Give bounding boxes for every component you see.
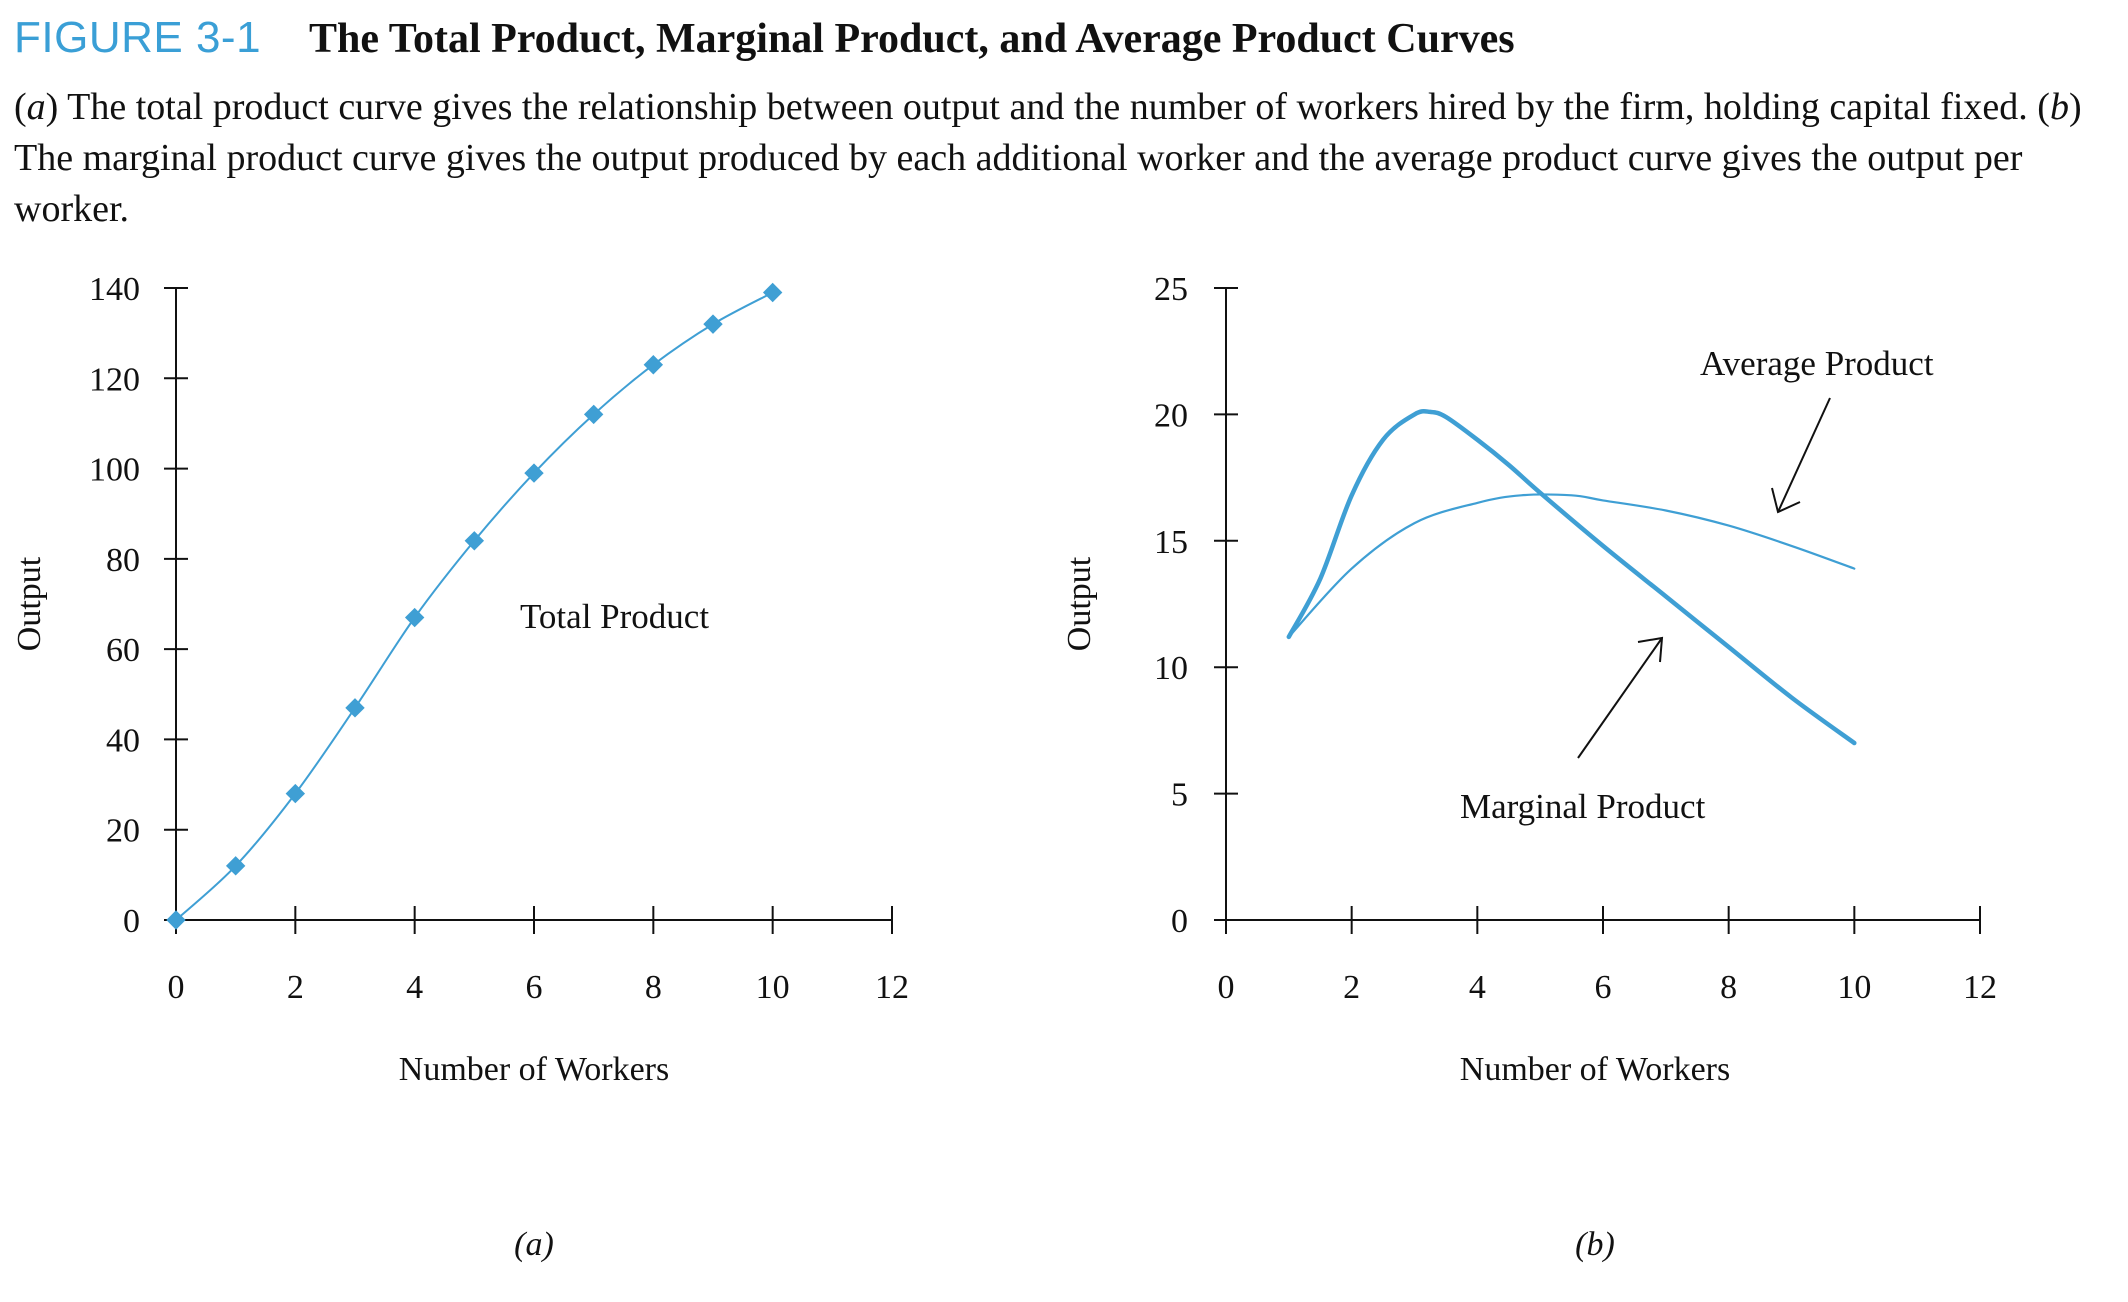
x-tick-label: 0 [168, 969, 185, 1006]
data-point [345, 698, 365, 718]
series-line-marginal-product [1286, 409, 1857, 746]
series-line-average-product [1287, 493, 1856, 638]
data-point [524, 463, 544, 483]
figure-header: FIGURE 3-1 The Total Product, Marginal Pr… [14, 14, 2114, 235]
figure-label: FIGURE 3-1 [14, 13, 262, 62]
y-tick-label: 120 [89, 361, 140, 398]
panel-label: (b) [1575, 1226, 1615, 1263]
y-tick-label: 10 [1154, 650, 1188, 687]
x-axis-label: Number of Workers [1460, 1051, 1730, 1088]
data-point [464, 531, 485, 551]
x-tick-label: 6 [1595, 969, 1612, 1006]
data-point [762, 282, 783, 303]
y-tick-label: 80 [106, 542, 140, 579]
y-tick-label: 140 [89, 271, 140, 308]
y-tick-label: 15 [1154, 524, 1188, 561]
data-point [703, 314, 723, 334]
caption-part: b [2049, 86, 2069, 128]
x-tick-label: 4 [406, 969, 423, 1006]
y-tick-label: 20 [106, 813, 140, 850]
arrow-average-product [1777, 397, 1831, 513]
annotation-marginal-product: Marginal Product [1460, 787, 1706, 826]
data-point [166, 910, 186, 930]
caption-part: ) The total product curve gives the rela… [45, 86, 2050, 128]
y-tick-label: 5 [1171, 777, 1188, 814]
annotation-total-product: Total Product [520, 597, 709, 636]
chart-panel-a: 0 20 40 60 80 100 120 140 0 2 4 6 8 10 12 Number of Wor… [11, 271, 909, 1263]
x-axis-label: Number of Workers [399, 1051, 669, 1088]
x-tick-label: 2 [1343, 969, 1360, 1006]
figure-caption: (a) The total product curve gives the re… [14, 82, 2114, 235]
arrowhead-marginal-product [1637, 636, 1664, 663]
data-point [285, 783, 306, 804]
annotation-average-product: Average Product [1700, 344, 1934, 383]
y-tick-label: 0 [1171, 903, 1188, 940]
x-tick-label: 6 [526, 969, 543, 1006]
caption-part: a [26, 86, 46, 128]
x-tick-label: 10 [1837, 969, 1871, 1006]
data-point [643, 355, 664, 375]
data-point [583, 404, 604, 425]
y-tick-label: 40 [106, 722, 140, 759]
data-point [225, 856, 246, 876]
x-tick-label: 8 [645, 969, 662, 1006]
y-tick-label: 60 [106, 632, 140, 669]
y-axis-label: Output [11, 556, 48, 651]
panel-label: (a) [514, 1226, 554, 1263]
arrow-marginal-product [1577, 637, 1663, 759]
x-tick-label: 4 [1469, 969, 1486, 1006]
x-tick-label: 10 [756, 969, 790, 1006]
y-tick-label: 100 [89, 452, 140, 489]
caption-part: ( [14, 86, 27, 128]
x-tick-label: 0 [1218, 969, 1235, 1006]
y-tick-label: 20 [1154, 397, 1188, 434]
x-tick-label: 2 [287, 969, 304, 1006]
y-axis-label: Output [1061, 556, 1098, 651]
y-tick-label: 0 [123, 903, 140, 940]
arrowhead-average-product [1771, 487, 1801, 514]
x-tick-label: 8 [1720, 969, 1737, 1006]
chart-panel-b: 0 5 10 15 20 25 0 2 4 6 8 10 12 Number of Workers Outp… [1061, 271, 1997, 1263]
series-line-total-product [175, 291, 774, 921]
data-point [404, 607, 425, 628]
x-tick-label: 12 [1963, 969, 1997, 1006]
caption-part: ) The marginal product curve gives the o… [14, 86, 2082, 230]
figure-title-line: FIGURE 3-1 The Total Product, Marginal Pr… [14, 14, 2114, 72]
x-tick-label: 12 [875, 969, 909, 1006]
figure-title: The Total Product, Marginal Product, and… [309, 16, 1515, 62]
y-tick-label: 25 [1154, 271, 1188, 308]
